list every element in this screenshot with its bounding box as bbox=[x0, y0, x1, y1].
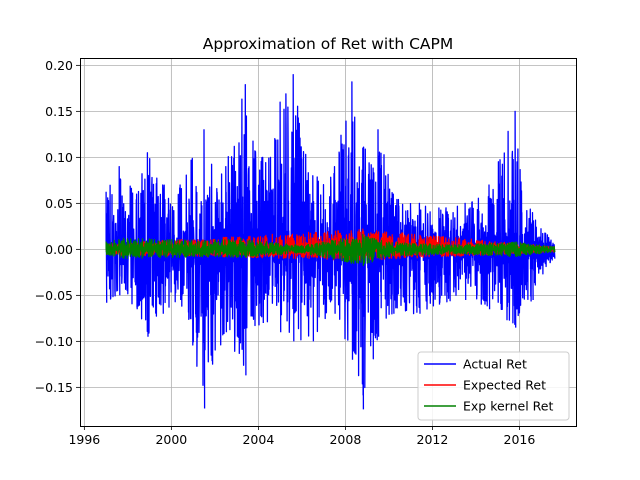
x-tick-label: 2016 bbox=[504, 432, 536, 447]
y-tick-label: 0.20 bbox=[45, 58, 73, 73]
y-tick-label: 0.00 bbox=[45, 242, 73, 257]
plot-frame bbox=[80, 58, 577, 427]
x-tick-label: 2000 bbox=[155, 432, 187, 447]
legend: Actual Ret Expected Ret Exp kernel Ret bbox=[417, 351, 570, 421]
y-tick-label: 0.10 bbox=[45, 150, 73, 165]
series-layer bbox=[105, 73, 556, 410]
legend-label-1: Actual Ret bbox=[463, 357, 527, 372]
legend-box bbox=[417, 351, 570, 421]
y-tick-label: 0.15 bbox=[45, 104, 73, 119]
ticks: 1996 2000 2004 2008 2012 2016 −0.15 −0.10 −0.05 0… bbox=[35, 58, 536, 447]
legend-label-2: Expected Ret bbox=[463, 378, 546, 393]
x-tick-label: 2012 bbox=[417, 432, 449, 447]
chart-title: Approximation of Ret with CAPM bbox=[203, 35, 453, 53]
x-tick-label: 1996 bbox=[68, 432, 100, 447]
y-tick-label: −0.10 bbox=[35, 334, 73, 349]
x-tick-label: 2008 bbox=[329, 432, 361, 447]
y-tick-label: 0.05 bbox=[45, 196, 73, 211]
y-tick-label: −0.15 bbox=[35, 380, 73, 395]
y-tick-label: −0.05 bbox=[35, 288, 73, 303]
x-tick-label: 2004 bbox=[242, 432, 274, 447]
legend-label-3: Exp kernel Ret bbox=[463, 399, 553, 414]
series-line-3 bbox=[105, 234, 556, 266]
